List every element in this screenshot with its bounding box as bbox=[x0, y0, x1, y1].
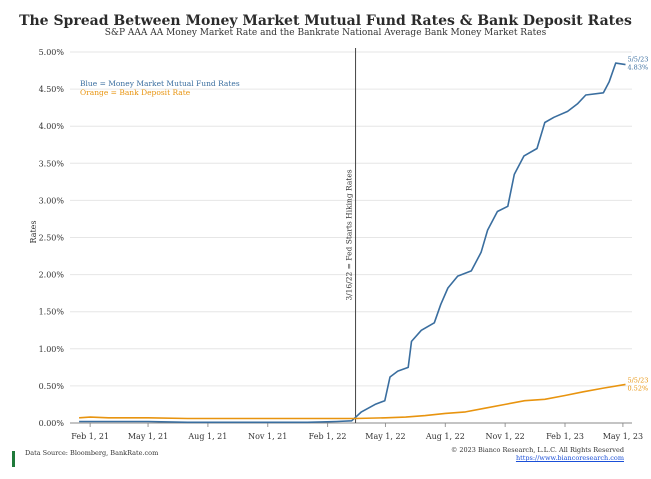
legend-entry: Orange = Bank Deposit Rate bbox=[80, 88, 191, 97]
x-tick-label: Feb 1, 22 bbox=[309, 432, 347, 441]
y-tick-label: 4.50% bbox=[39, 85, 65, 94]
x-tick-label: Nov 1, 22 bbox=[486, 432, 525, 441]
legend-entry: Blue = Money Market Mutual Fund Rates bbox=[80, 79, 240, 88]
copyright-block: © 2023 Bianco Research, L.L.C. All Right… bbox=[451, 446, 624, 462]
x-tick-label: Feb 1, 23 bbox=[546, 432, 584, 441]
copyright-text: © 2023 Bianco Research, L.L.C. All Right… bbox=[450, 446, 624, 454]
x-tick-label: May 1, 21 bbox=[128, 432, 168, 441]
end-label-value: 4.83% bbox=[627, 64, 648, 72]
end-label-value: 0.52% bbox=[627, 384, 648, 392]
x-tick-label: Aug 1, 22 bbox=[425, 432, 465, 441]
end-label-date: 5/5/23 bbox=[627, 56, 648, 64]
chart-subtitle: S&P AAA AA Money Market Rate and the Ban… bbox=[104, 28, 547, 38]
y-tick-label: 2.50% bbox=[39, 234, 65, 243]
x-tick-label: Aug 1, 21 bbox=[187, 432, 227, 441]
y-tick-label: 1.00% bbox=[39, 345, 65, 354]
chart-title: The Spread Between Money Market Mutual F… bbox=[19, 13, 632, 29]
y-tick-label: 3.50% bbox=[39, 159, 65, 168]
series-line-bank-deposits bbox=[79, 383, 626, 420]
y-tick-label: 0.50% bbox=[39, 382, 65, 391]
y-axis-label: Rates bbox=[29, 220, 38, 243]
data-source-note: Data Source: Bloomberg, BankRate.com bbox=[25, 449, 159, 457]
y-tick-label: 4.00% bbox=[39, 122, 65, 131]
website-link[interactable]: https://www.biancoresearch.com bbox=[515, 454, 624, 462]
x-tick-label: Feb 1, 21 bbox=[71, 432, 109, 441]
series-line-money-market-funds bbox=[79, 62, 626, 424]
x-tick-label: May 1, 22 bbox=[365, 432, 405, 441]
y-tick-label: 3.00% bbox=[39, 196, 65, 205]
brand-mark bbox=[12, 451, 15, 467]
y-tick-label: 2.00% bbox=[39, 271, 65, 280]
y-tick-label: 0.00% bbox=[39, 419, 65, 428]
x-tick-label: Nov 1, 21 bbox=[248, 432, 287, 441]
y-tick-label: 1.50% bbox=[39, 308, 65, 317]
y-tick-label: 5.00% bbox=[39, 48, 65, 57]
x-tick-label: May 1, 23 bbox=[603, 432, 643, 441]
fed-hike-annotation: 3/16/22 = Fed Starts Hiking Rates bbox=[345, 169, 354, 300]
end-label-date: 5/5/23 bbox=[627, 376, 648, 384]
